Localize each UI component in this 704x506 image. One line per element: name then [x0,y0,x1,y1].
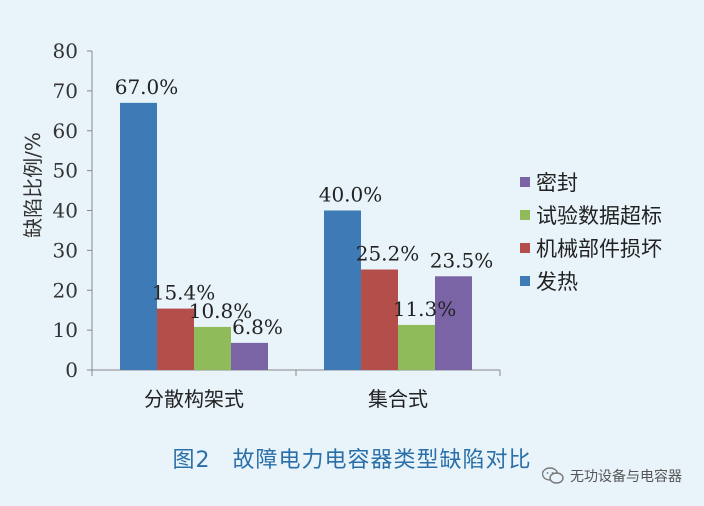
legend-swatch [520,276,530,286]
y-tick-label: 60 [53,119,78,143]
bar [324,210,361,370]
data-label: 10.8% [189,299,253,323]
y-tick-label: 10 [53,318,78,342]
bar [157,308,194,370]
y-tick-label: 0 [65,358,78,382]
x-axis: 分散构架式 集合式 [91,369,501,411]
legend-entry: 密封 [536,171,578,195]
y-tick-label: 40 [53,199,78,223]
data-label: 11.3% [393,297,457,321]
y-axis: 0 10 20 30 40 50 60 70 80 [53,39,93,382]
y-tick-label: 30 [53,238,78,262]
watermark: 无功设备与电容器 [542,466,682,486]
data-label: 40.0% [319,183,383,207]
watermark-text: 无功设备与电容器 [570,469,682,485]
legend-swatch [520,243,530,253]
y-tick-label: 70 [53,79,78,103]
y-tick-label: 80 [53,39,78,63]
y-tick-label: 20 [53,278,78,302]
data-label: 15.4% [152,281,216,305]
bar-chart: 0 10 20 30 40 50 60 70 80 分散构架式 集合式 67.0% 15.4%10.… [21,39,662,411]
data-label: 25.2% [356,242,420,266]
bar [435,276,472,370]
data-label: 6.8% [232,315,283,339]
bar [361,269,398,370]
figure-title: 故障电力电容器类型缺陷对比 [232,448,532,473]
wechat-icon [542,467,564,484]
data-label: 23.5% [430,248,494,272]
x-tick-label: 集合式 [368,387,428,411]
legend-entry: 发热 [536,270,578,294]
legend-swatch [520,210,530,220]
legend-entry: 试验数据超标 [536,204,662,228]
bar [231,342,268,370]
figure-caption: 图2 故障电力电容器类型缺陷对比 [0,442,704,474]
y-axis-label: 缺陷比例/% [21,132,45,238]
bar [194,326,231,370]
bar [120,102,157,371]
figure-number: 图2 [172,448,211,473]
x-tick-label: 分散构架式 [144,387,244,411]
value-labels: 67.0% 15.4%10.8%6.8% 40.0% 25.2% 11.3% 23.5% [115,75,494,339]
bar [398,324,435,370]
legend-entry: 机械部件损坏 [536,237,662,261]
bars [120,102,472,371]
y-tick-label: 50 [53,159,78,183]
data-label: 67.0% [115,75,179,99]
legend-swatch [520,177,530,187]
